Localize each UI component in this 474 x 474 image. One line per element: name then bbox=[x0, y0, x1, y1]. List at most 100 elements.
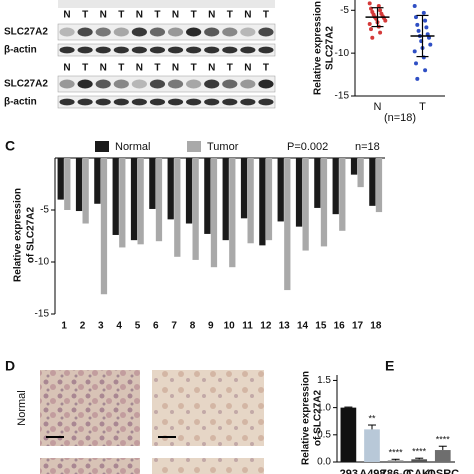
x-tick-label: N bbox=[374, 101, 382, 113]
x-tick-label: 293 bbox=[340, 468, 358, 474]
bar bbox=[387, 460, 404, 462]
blot-row bbox=[57, 23, 276, 41]
blot-band bbox=[258, 46, 274, 54]
y-tick-label: -5 bbox=[40, 205, 49, 216]
panel-label: D bbox=[5, 358, 15, 374]
blot-band bbox=[204, 27, 220, 37]
bar bbox=[247, 158, 254, 244]
point bbox=[424, 25, 429, 30]
bar bbox=[82, 158, 89, 224]
bar bbox=[259, 158, 266, 246]
bar bbox=[229, 158, 236, 268]
bar bbox=[57, 158, 64, 200]
x-tick-label: 13 bbox=[279, 321, 291, 332]
y-tick-label: 0.0 bbox=[317, 457, 331, 468]
annotation: (n=18) bbox=[384, 112, 416, 124]
bar bbox=[277, 158, 284, 222]
blot-row-label: SLC27A2 bbox=[4, 79, 48, 90]
x-tick-label: A498 bbox=[359, 468, 385, 474]
lane-label: T bbox=[154, 10, 160, 21]
lane-label: T bbox=[82, 63, 88, 74]
blot-band bbox=[113, 46, 129, 54]
lane-label: N bbox=[100, 63, 107, 74]
blot-band bbox=[222, 27, 238, 37]
blot-band bbox=[77, 46, 93, 54]
x-tick-label: 17 bbox=[352, 321, 364, 332]
blot-band bbox=[149, 98, 166, 106]
blot-band bbox=[131, 98, 147, 106]
x-tick-label: CAKI bbox=[406, 468, 433, 474]
x-tick-label: 16 bbox=[334, 321, 346, 332]
point bbox=[414, 15, 418, 20]
x-tick-label: 3 bbox=[98, 321, 104, 332]
x-tick-label: 18 bbox=[370, 321, 382, 332]
blot-band bbox=[186, 27, 202, 37]
significance: **** bbox=[389, 448, 404, 458]
ihc-image bbox=[152, 370, 264, 446]
blot-band bbox=[240, 79, 256, 89]
bar bbox=[364, 429, 380, 462]
significance: **** bbox=[436, 435, 451, 445]
ihc-image bbox=[40, 370, 140, 446]
lane-label: N bbox=[63, 10, 70, 21]
lane-label: N bbox=[208, 63, 215, 74]
panel-label: C bbox=[5, 138, 15, 154]
lane-label: T bbox=[82, 10, 88, 21]
lane-label: T bbox=[191, 10, 197, 21]
blot-band bbox=[167, 27, 184, 37]
blot-band bbox=[95, 79, 111, 89]
lane-label: N bbox=[244, 63, 251, 74]
blot-band bbox=[131, 79, 147, 89]
blot-row-label: SLC27A2 bbox=[4, 27, 48, 38]
lane-label: N bbox=[136, 63, 143, 74]
blot-band bbox=[59, 46, 75, 54]
blot-band bbox=[113, 27, 129, 37]
x-tick-label: OSRC bbox=[427, 468, 459, 474]
bar bbox=[192, 158, 199, 260]
blot-band bbox=[59, 27, 75, 37]
significance: ** bbox=[368, 413, 376, 423]
bar bbox=[174, 158, 181, 257]
point bbox=[414, 61, 418, 66]
point bbox=[412, 49, 417, 54]
bar bbox=[149, 158, 156, 209]
point bbox=[415, 76, 420, 81]
point bbox=[415, 22, 420, 27]
bar bbox=[155, 158, 163, 242]
blot-band bbox=[222, 46, 238, 54]
x-tick-label: 12 bbox=[260, 321, 272, 332]
blot-band bbox=[167, 98, 184, 106]
bar bbox=[167, 158, 174, 220]
lane-label: T bbox=[263, 10, 269, 21]
point bbox=[376, 4, 381, 8]
y-axis-label: Relative expression bbox=[13, 188, 24, 282]
bar bbox=[112, 158, 119, 235]
x-tick-label: 7 bbox=[171, 321, 177, 332]
x-tick-label: 15 bbox=[315, 321, 327, 332]
bar bbox=[75, 158, 83, 212]
bar bbox=[350, 158, 358, 175]
blot-band bbox=[258, 79, 274, 89]
point bbox=[378, 30, 383, 35]
blot-band bbox=[167, 46, 184, 54]
y-axis-label: SLC27A2 bbox=[325, 26, 336, 70]
blot-band bbox=[131, 27, 147, 37]
y-axis-label: of SLC27A2 bbox=[26, 207, 37, 264]
x-tick-label: 6 bbox=[153, 321, 159, 332]
y-axis-label: of SLC27A2 bbox=[313, 390, 324, 447]
annotation: P=0.002 bbox=[287, 141, 328, 153]
blot-strip bbox=[58, 0, 275, 8]
point bbox=[416, 28, 421, 33]
point bbox=[423, 68, 428, 73]
lane-label: T bbox=[154, 63, 160, 74]
lane-label: T bbox=[227, 63, 233, 74]
lane-label: N bbox=[172, 10, 179, 21]
blot-band bbox=[131, 46, 147, 54]
lane-label: N bbox=[244, 10, 251, 21]
blot-band bbox=[77, 79, 93, 89]
blot-band bbox=[149, 79, 166, 89]
point bbox=[383, 18, 388, 23]
bar bbox=[130, 158, 138, 241]
blot-band bbox=[240, 98, 256, 106]
